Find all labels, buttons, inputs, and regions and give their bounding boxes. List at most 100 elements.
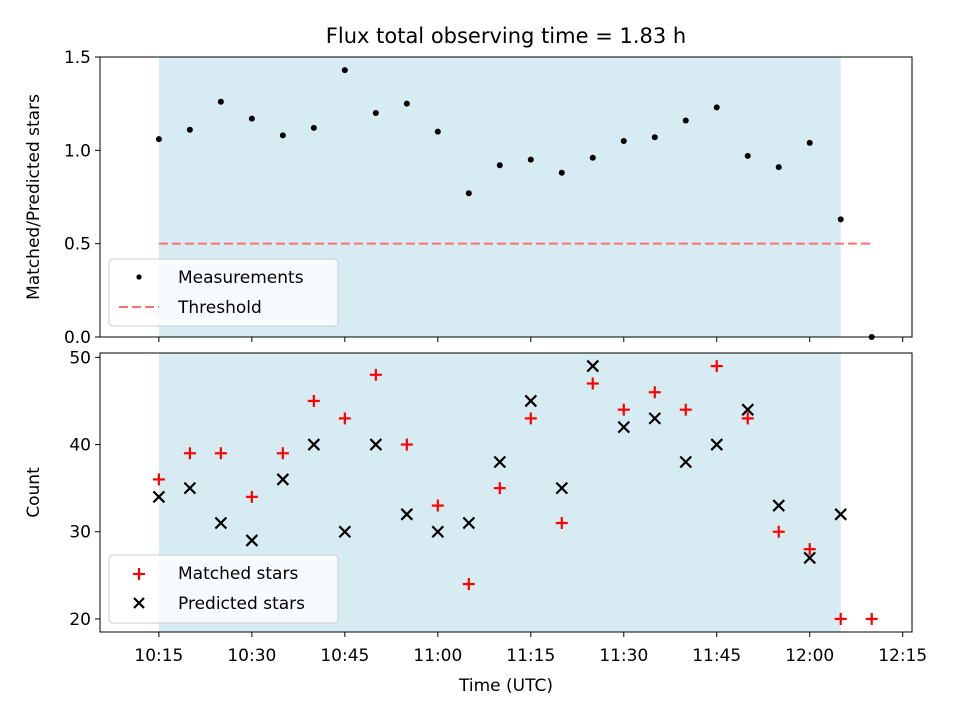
predicted-star-point xyxy=(400,508,414,521)
matched-star-point xyxy=(803,543,816,556)
y-tick-label: 1.0 xyxy=(64,141,91,161)
measurement-point xyxy=(248,115,255,122)
measurement-point xyxy=(186,126,193,133)
chart-title: Flux total observing time = 1.83 h xyxy=(326,24,686,48)
measurement-point xyxy=(527,156,534,163)
x-tick-label: 10:30 xyxy=(227,646,276,666)
x-tick-label: 11:45 xyxy=(692,646,741,666)
predicted-star-point xyxy=(214,516,228,530)
legend-predicted-marker xyxy=(133,597,145,609)
predicted-star-point xyxy=(152,490,166,504)
bottom-x-ticks: 10:15 10:30 10:45 11:00 11:15 11:30 11:45 12:00… xyxy=(134,632,927,666)
predicted-star-point xyxy=(710,438,724,451)
top-legend: Measurements Threshold xyxy=(108,258,339,327)
legend-matched-marker xyxy=(133,568,145,580)
measurement-point xyxy=(341,67,348,74)
predicted-star-point xyxy=(772,499,786,512)
y-tick-label: 0.0 xyxy=(64,328,91,348)
predicted-star-point xyxy=(617,420,631,434)
predicted-star-point xyxy=(338,525,352,539)
measurement-point xyxy=(651,134,658,141)
predicted-star-point xyxy=(555,481,569,495)
predicted-star-point xyxy=(369,438,383,451)
predicted-stars-points xyxy=(152,359,847,565)
x-tick-label: 11:15 xyxy=(506,646,555,666)
y-tick-label: 30 xyxy=(69,523,91,543)
measurement-point xyxy=(310,124,317,131)
matched-star-point xyxy=(555,517,568,530)
predicted-star-point xyxy=(245,534,259,547)
top-axes-frame xyxy=(99,56,913,338)
matched-star-point xyxy=(648,386,661,399)
predicted-star-point xyxy=(307,438,321,451)
y-tick-label: 20 xyxy=(69,610,91,630)
measurement-point xyxy=(372,110,379,116)
top-y-ticks: 0.0 0.5 1.0 1.5 xyxy=(64,48,100,348)
top-legend-box xyxy=(108,258,339,327)
measurement-point xyxy=(558,169,565,176)
measurement-point xyxy=(682,117,689,124)
predicted-star-point xyxy=(183,481,197,495)
matched-star-point xyxy=(493,482,506,495)
matched-stars-points xyxy=(152,360,878,625)
measurement-point xyxy=(775,164,782,171)
matched-star-point xyxy=(865,612,878,625)
measurement-point xyxy=(279,132,286,139)
measurement-point xyxy=(403,100,410,107)
matched-star-point xyxy=(400,438,413,451)
matched-star-point xyxy=(338,412,351,425)
matched-star-point xyxy=(586,377,599,390)
matched-star-point xyxy=(524,412,537,425)
bottom-y-axis-label: Count xyxy=(24,467,44,518)
matched-star-point xyxy=(679,403,692,416)
legend-measurements-label: Measurements xyxy=(178,268,304,288)
predicted-star-point xyxy=(524,394,538,408)
legend-matched-label: Matched stars xyxy=(178,564,298,584)
predicted-star-point xyxy=(276,473,290,486)
measurement-point xyxy=(155,136,162,143)
bottom-legend-box xyxy=(108,554,339,624)
matched-star-point xyxy=(710,360,723,373)
predicted-star-point xyxy=(431,525,445,539)
top-y-axis-label: Matched/Predicted stars xyxy=(24,94,44,300)
measurement-points xyxy=(155,67,875,340)
predicted-star-point xyxy=(679,455,693,469)
matched-star-point xyxy=(462,578,475,591)
bottom-legend: Matched stars Predicted stars xyxy=(108,554,339,624)
predicted-star-point xyxy=(493,455,507,469)
measurement-point xyxy=(806,139,813,146)
x-tick-label: 10:45 xyxy=(320,646,369,666)
measurement-point xyxy=(620,138,627,144)
x-tick-label: 12:00 xyxy=(785,646,834,666)
matched-star-point xyxy=(183,447,196,460)
measurement-point xyxy=(589,154,596,161)
x-tick-label: 11:30 xyxy=(599,646,648,666)
matched-star-point xyxy=(834,612,847,625)
y-tick-label: 0.5 xyxy=(64,235,91,255)
measurement-point xyxy=(837,216,844,223)
bottom-y-ticks: 20 30 40 50 xyxy=(69,348,100,630)
x-tick-label: 10:15 xyxy=(134,646,183,666)
matched-star-point xyxy=(369,368,382,381)
top-x-ticks xyxy=(158,337,904,342)
matched-star-point xyxy=(245,490,258,503)
predicted-star-point xyxy=(741,403,755,416)
measurement-point xyxy=(744,152,751,159)
matched-star-point xyxy=(152,473,165,486)
matched-star-point xyxy=(772,525,785,538)
ratio-panel: 0.0 0.5 1.0 1.5 Matched/Predicted stars Mea… xyxy=(24,48,913,348)
predicted-star-point xyxy=(648,412,662,425)
measurement-point xyxy=(496,162,503,169)
measurement-point xyxy=(434,128,441,135)
predicted-star-point xyxy=(586,359,600,373)
bottom-axes-frame xyxy=(99,352,913,633)
matched-star-point xyxy=(276,447,289,460)
x-tick-label: 12:15 xyxy=(878,646,927,666)
matched-star-point xyxy=(741,412,754,425)
matched-star-point xyxy=(617,403,630,416)
measurement-point xyxy=(217,98,224,105)
measurement-point xyxy=(465,190,472,197)
y-tick-label: 1.5 xyxy=(64,48,91,68)
y-tick-label: 40 xyxy=(69,436,91,456)
